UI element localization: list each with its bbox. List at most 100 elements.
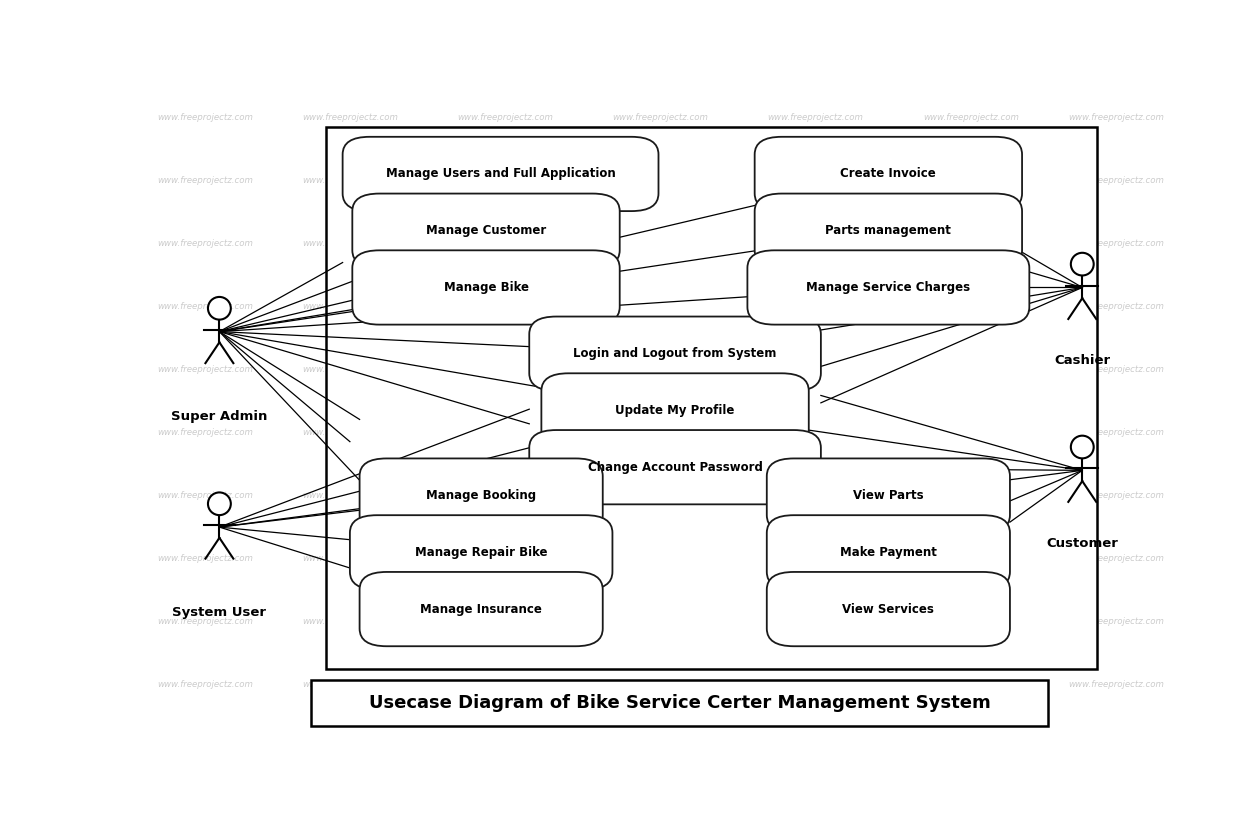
Text: www.freeprojectz.com: www.freeprojectz.com — [458, 428, 553, 437]
FancyBboxPatch shape — [343, 137, 658, 211]
Text: Manage Users and Full Application: Manage Users and Full Application — [385, 167, 615, 180]
Text: www.freeprojectz.com: www.freeprojectz.com — [613, 239, 708, 248]
Text: www.freeprojectz.com: www.freeprojectz.com — [613, 491, 708, 500]
Text: www.freeprojectz.com: www.freeprojectz.com — [1068, 176, 1165, 185]
FancyBboxPatch shape — [747, 251, 1030, 324]
FancyBboxPatch shape — [754, 193, 1022, 268]
Text: www.freeprojectz.com: www.freeprojectz.com — [923, 302, 1018, 311]
Text: www.freeprojectz.com: www.freeprojectz.com — [156, 618, 253, 627]
Text: Customer: Customer — [1046, 536, 1118, 550]
Text: www.freeprojectz.com: www.freeprojectz.com — [156, 239, 253, 248]
Text: System User: System User — [173, 606, 266, 619]
Ellipse shape — [208, 297, 231, 319]
Text: www.freeprojectz.com: www.freeprojectz.com — [768, 365, 863, 374]
Text: www.freeprojectz.com: www.freeprojectz.com — [768, 554, 863, 563]
Text: Change Account Password: Change Account Password — [588, 461, 763, 473]
Text: www.freeprojectz.com: www.freeprojectz.com — [303, 113, 398, 122]
Text: www.freeprojectz.com: www.freeprojectz.com — [1068, 428, 1165, 437]
Text: View Services: View Services — [842, 603, 934, 616]
Text: www.freeprojectz.com: www.freeprojectz.com — [458, 176, 553, 185]
Text: www.freeprojectz.com: www.freeprojectz.com — [1068, 239, 1165, 248]
FancyBboxPatch shape — [350, 515, 613, 590]
Text: www.freeprojectz.com: www.freeprojectz.com — [768, 176, 863, 185]
Text: www.freeprojectz.com: www.freeprojectz.com — [923, 681, 1018, 690]
Text: www.freeprojectz.com: www.freeprojectz.com — [1068, 302, 1165, 311]
Text: www.freeprojectz.com: www.freeprojectz.com — [458, 491, 553, 500]
Text: www.freeprojectz.com: www.freeprojectz.com — [613, 113, 708, 122]
Text: Manage Customer: Manage Customer — [425, 224, 547, 238]
Text: www.freeprojectz.com: www.freeprojectz.com — [923, 428, 1018, 437]
Text: www.freeprojectz.com: www.freeprojectz.com — [768, 239, 863, 248]
FancyBboxPatch shape — [353, 251, 619, 324]
Text: www.freeprojectz.com: www.freeprojectz.com — [613, 176, 708, 185]
Text: Login and Logout from System: Login and Logout from System — [573, 347, 777, 360]
FancyBboxPatch shape — [529, 316, 821, 391]
Ellipse shape — [1071, 253, 1093, 275]
Text: www.freeprojectz.com: www.freeprojectz.com — [923, 113, 1018, 122]
Text: www.freeprojectz.com: www.freeprojectz.com — [613, 428, 708, 437]
FancyBboxPatch shape — [767, 459, 1010, 532]
Ellipse shape — [208, 492, 231, 515]
FancyBboxPatch shape — [767, 515, 1010, 590]
Text: www.freeprojectz.com: www.freeprojectz.com — [303, 302, 398, 311]
Text: www.freeprojectz.com: www.freeprojectz.com — [613, 365, 708, 374]
Text: www.freeprojectz.com: www.freeprojectz.com — [156, 428, 253, 437]
Text: www.freeprojectz.com: www.freeprojectz.com — [156, 176, 253, 185]
Text: www.freeprojectz.com: www.freeprojectz.com — [768, 428, 863, 437]
FancyBboxPatch shape — [353, 193, 619, 268]
FancyBboxPatch shape — [311, 681, 1048, 726]
Text: Super Admin: Super Admin — [171, 410, 268, 423]
Text: www.freeprojectz.com: www.freeprojectz.com — [768, 618, 863, 627]
Text: www.freeprojectz.com: www.freeprojectz.com — [303, 618, 398, 627]
Text: www.freeprojectz.com: www.freeprojectz.com — [768, 491, 863, 500]
Text: www.freeprojectz.com: www.freeprojectz.com — [458, 554, 553, 563]
Text: Update My Profile: Update My Profile — [615, 404, 734, 417]
FancyBboxPatch shape — [542, 373, 808, 448]
Text: www.freeprojectz.com: www.freeprojectz.com — [156, 365, 253, 374]
Text: www.freeprojectz.com: www.freeprojectz.com — [768, 302, 863, 311]
Text: www.freeprojectz.com: www.freeprojectz.com — [613, 618, 708, 627]
Text: www.freeprojectz.com: www.freeprojectz.com — [923, 365, 1018, 374]
Text: www.freeprojectz.com: www.freeprojectz.com — [923, 491, 1018, 500]
FancyBboxPatch shape — [754, 137, 1022, 211]
Text: Parts management: Parts management — [826, 224, 951, 238]
Text: www.freeprojectz.com: www.freeprojectz.com — [458, 618, 553, 627]
Text: www.freeprojectz.com: www.freeprojectz.com — [156, 302, 253, 311]
Text: www.freeprojectz.com: www.freeprojectz.com — [1068, 365, 1165, 374]
Text: Manage Service Charges: Manage Service Charges — [807, 281, 971, 294]
FancyBboxPatch shape — [359, 459, 603, 532]
Text: Make Payment: Make Payment — [839, 545, 937, 559]
Text: www.freeprojectz.com: www.freeprojectz.com — [458, 239, 553, 248]
Text: www.freeprojectz.com: www.freeprojectz.com — [303, 239, 398, 248]
FancyBboxPatch shape — [327, 127, 1097, 669]
Text: Manage Insurance: Manage Insurance — [420, 603, 542, 616]
Text: www.freeprojectz.com: www.freeprojectz.com — [768, 113, 863, 122]
Text: www.freeprojectz.com: www.freeprojectz.com — [458, 365, 553, 374]
Text: www.freeprojectz.com: www.freeprojectz.com — [768, 681, 863, 690]
Text: Usecase Diagram of Bike Service Certer Management System: Usecase Diagram of Bike Service Certer M… — [369, 694, 991, 712]
Text: www.freeprojectz.com: www.freeprojectz.com — [156, 113, 253, 122]
Text: View Parts: View Parts — [853, 489, 923, 502]
Text: www.freeprojectz.com: www.freeprojectz.com — [923, 239, 1018, 248]
FancyBboxPatch shape — [767, 572, 1010, 646]
Text: www.freeprojectz.com: www.freeprojectz.com — [303, 681, 398, 690]
Text: www.freeprojectz.com: www.freeprojectz.com — [1068, 491, 1165, 500]
Text: www.freeprojectz.com: www.freeprojectz.com — [458, 113, 553, 122]
Text: www.freeprojectz.com: www.freeprojectz.com — [156, 491, 253, 500]
Text: Manage Bike: Manage Bike — [444, 281, 528, 294]
Text: Create Invoice: Create Invoice — [841, 167, 936, 180]
Text: www.freeprojectz.com: www.freeprojectz.com — [1068, 113, 1165, 122]
Text: www.freeprojectz.com: www.freeprojectz.com — [458, 302, 553, 311]
Text: Manage Repair Bike: Manage Repair Bike — [415, 545, 548, 559]
Text: www.freeprojectz.com: www.freeprojectz.com — [303, 428, 398, 437]
Text: www.freeprojectz.com: www.freeprojectz.com — [303, 365, 398, 374]
Text: www.freeprojectz.com: www.freeprojectz.com — [303, 554, 398, 563]
Text: www.freeprojectz.com: www.freeprojectz.com — [923, 554, 1018, 563]
Text: www.freeprojectz.com: www.freeprojectz.com — [1068, 681, 1165, 690]
Text: www.freeprojectz.com: www.freeprojectz.com — [613, 554, 708, 563]
Ellipse shape — [1071, 436, 1093, 459]
Text: www.freeprojectz.com: www.freeprojectz.com — [923, 176, 1018, 185]
Text: Manage Booking: Manage Booking — [427, 489, 537, 502]
Text: www.freeprojectz.com: www.freeprojectz.com — [1068, 554, 1165, 563]
FancyBboxPatch shape — [359, 572, 603, 646]
